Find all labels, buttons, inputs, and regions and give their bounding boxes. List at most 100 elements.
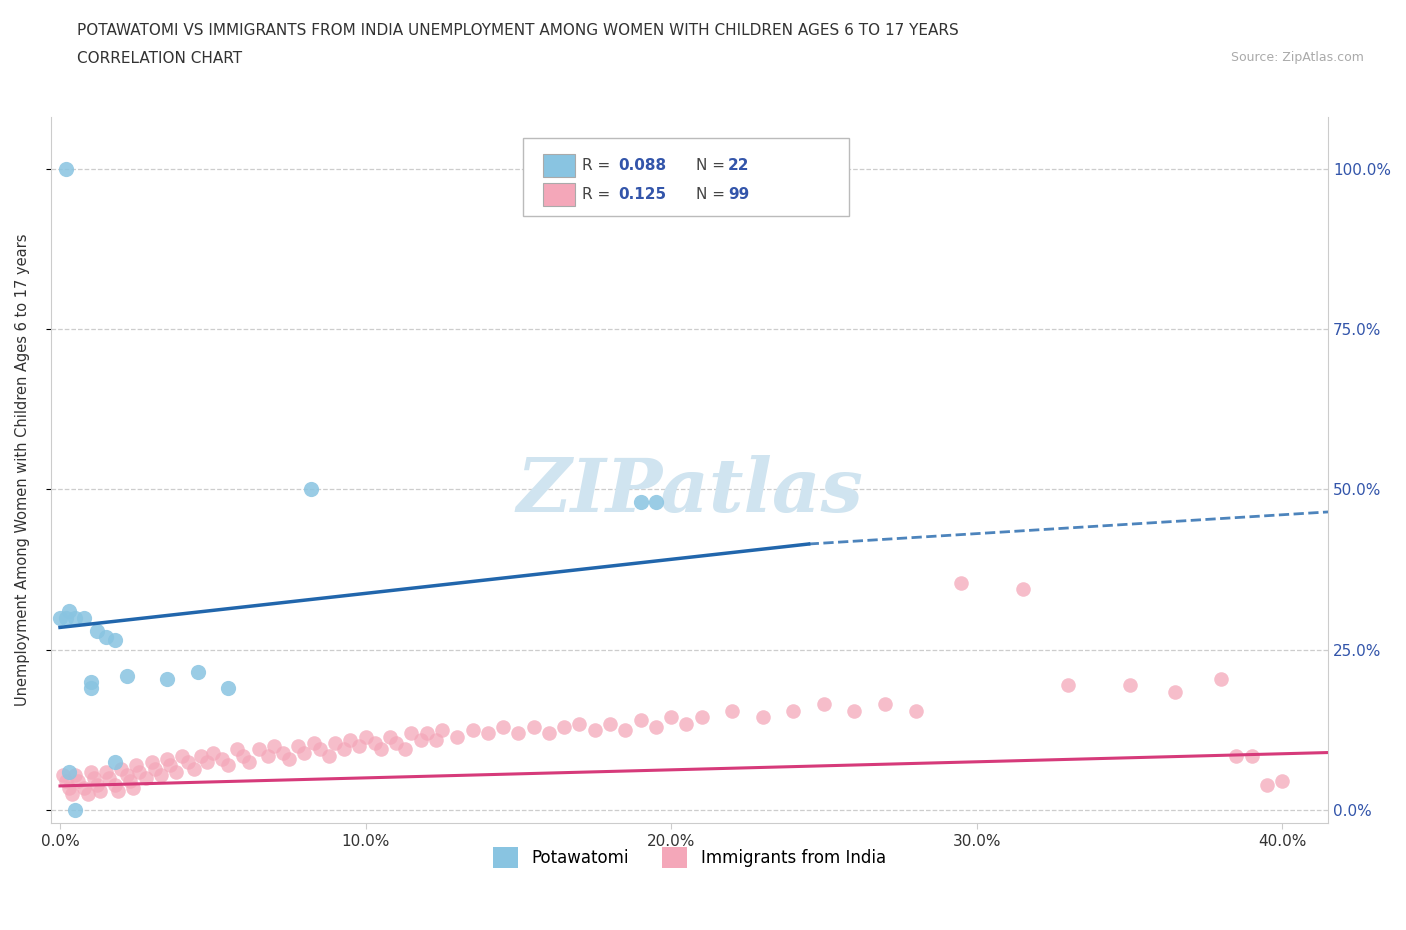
Point: [201, 745, 224, 760]
Point: [107, 784, 129, 799]
Point: [49, 610, 72, 625]
Point: [76, 787, 98, 802]
Point: [537, 725, 560, 740]
Point: [94, 630, 117, 644]
Point: [271, 745, 294, 760]
Point: [950, 575, 973, 590]
Point: [430, 723, 453, 737]
Point: [318, 749, 340, 764]
Point: [1118, 678, 1140, 693]
Point: [446, 729, 468, 744]
Point: [186, 665, 208, 680]
Point: [614, 723, 637, 737]
Text: N =: N =: [696, 158, 730, 173]
Point: [97, 771, 120, 786]
Point: [58, 604, 80, 618]
Point: [1164, 684, 1187, 699]
Y-axis label: Unemployment Among Women with Children Ages 6 to 17 years: Unemployment Among Women with Children A…: [15, 234, 30, 707]
Point: [135, 771, 157, 786]
Point: [553, 720, 575, 735]
Point: [675, 716, 697, 731]
Point: [461, 723, 484, 737]
Point: [65, 803, 87, 817]
Point: [183, 761, 205, 776]
Point: [156, 751, 179, 766]
Point: [690, 710, 713, 724]
Point: [65, 767, 87, 782]
Point: [110, 761, 132, 776]
Point: [1057, 678, 1080, 693]
Point: [67, 774, 90, 789]
Point: [523, 720, 546, 735]
Point: [55, 774, 77, 789]
Point: [104, 755, 127, 770]
Point: [1256, 777, 1278, 792]
Point: [349, 738, 371, 753]
Point: [323, 736, 346, 751]
Point: [599, 716, 621, 731]
Point: [79, 674, 101, 689]
Point: [226, 742, 249, 757]
Text: CORRELATION CHART: CORRELATION CHART: [77, 51, 242, 66]
Text: R =: R =: [582, 158, 616, 173]
Point: [370, 742, 392, 757]
Point: [299, 482, 322, 497]
Point: [79, 764, 101, 779]
Point: [86, 623, 108, 638]
Text: R =: R =: [582, 187, 616, 202]
Point: [120, 774, 142, 789]
Point: [1211, 671, 1233, 686]
Point: [143, 761, 166, 776]
Point: [659, 710, 682, 724]
Point: [128, 764, 150, 779]
Point: [195, 755, 218, 770]
Legend: Potawatomi, Immigrants from India: Potawatomi, Immigrants from India: [494, 847, 886, 868]
Point: [79, 681, 101, 696]
Point: [630, 495, 652, 510]
Point: [873, 697, 896, 711]
Point: [86, 777, 108, 792]
Point: [287, 738, 309, 753]
Point: [58, 764, 80, 779]
Point: [83, 771, 105, 786]
Point: [1271, 774, 1294, 789]
Point: [94, 764, 117, 779]
Point: [1225, 749, 1247, 764]
Point: [544, 161, 567, 176]
Point: [149, 767, 172, 782]
Point: [159, 758, 181, 773]
Point: [477, 725, 499, 740]
Text: ZIPatlas: ZIPatlas: [516, 455, 863, 527]
Point: [55, 610, 77, 625]
Text: 99: 99: [728, 187, 749, 202]
Point: [263, 738, 285, 753]
Point: [630, 713, 652, 728]
Text: 22: 22: [728, 158, 749, 173]
Point: [141, 755, 163, 770]
Point: [294, 745, 316, 760]
FancyBboxPatch shape: [543, 183, 575, 206]
Text: N =: N =: [696, 187, 730, 202]
Point: [104, 777, 127, 792]
Point: [217, 681, 239, 696]
Text: 0.125: 0.125: [619, 187, 666, 202]
Point: [385, 736, 408, 751]
Point: [644, 720, 666, 735]
Point: [52, 767, 75, 782]
Point: [782, 703, 804, 718]
Point: [508, 725, 530, 740]
Point: [60, 787, 83, 802]
Point: [125, 758, 148, 773]
Point: [752, 710, 775, 724]
Point: [1240, 749, 1263, 764]
Point: [89, 784, 111, 799]
Point: [492, 720, 515, 735]
Point: [65, 610, 87, 625]
Point: [247, 742, 270, 757]
Point: [172, 749, 194, 764]
Point: [644, 495, 666, 510]
Point: [568, 716, 591, 731]
Point: [378, 729, 401, 744]
Point: [278, 751, 301, 766]
Point: [104, 632, 127, 647]
